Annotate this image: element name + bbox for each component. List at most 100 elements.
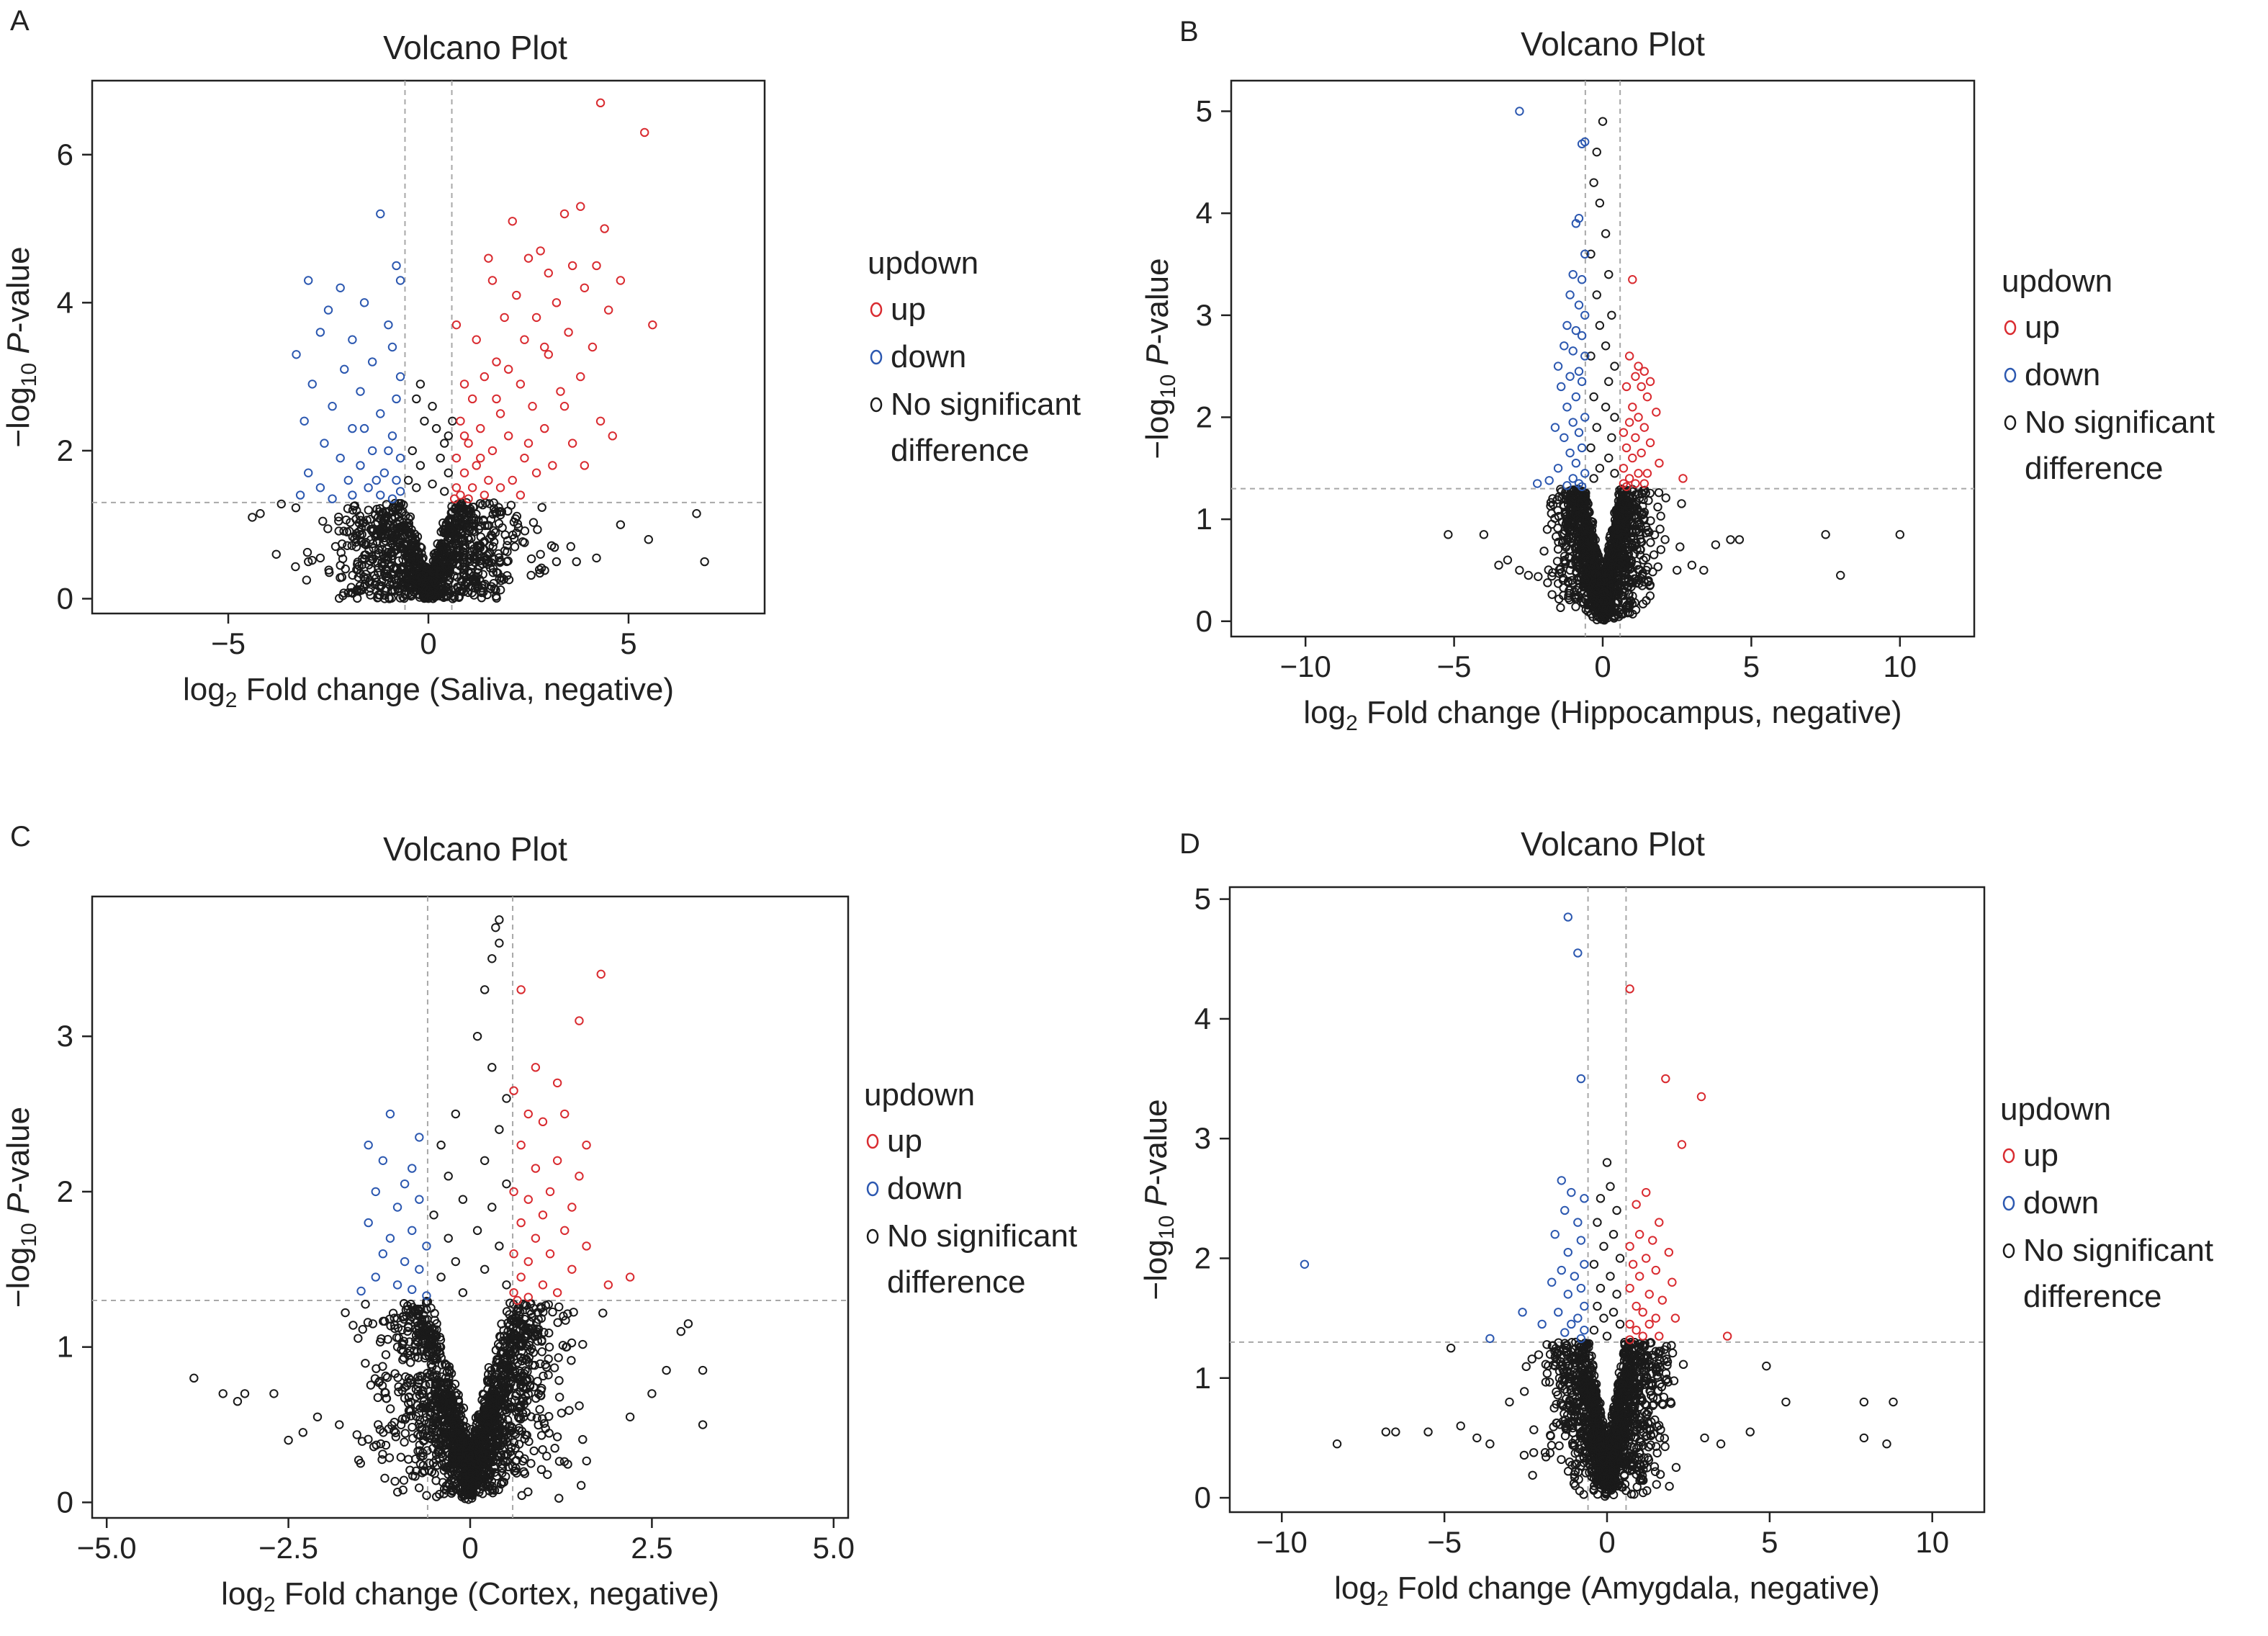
legend-label-up: up xyxy=(891,292,926,327)
ns-point xyxy=(1837,572,1844,579)
y-tick-label: 2 xyxy=(1194,1241,1211,1275)
up-point xyxy=(626,1273,634,1280)
up-point xyxy=(564,328,572,336)
up-point xyxy=(561,1227,568,1234)
up-point xyxy=(554,1157,561,1164)
ns-point xyxy=(474,1227,481,1234)
x-axis-label: log2 Fold change (Amygdala, negative) xyxy=(1334,1570,1880,1611)
ns-point xyxy=(678,1328,685,1335)
up-point xyxy=(517,1273,524,1280)
up-point xyxy=(492,395,500,403)
ns-point xyxy=(554,1433,561,1440)
up-point xyxy=(505,432,512,439)
up-point xyxy=(477,454,484,462)
y-tick-label: 0 xyxy=(1196,604,1212,638)
ns-point xyxy=(1736,536,1743,543)
ns-point xyxy=(617,521,624,528)
panel-label: B xyxy=(1179,16,1199,48)
points-layer xyxy=(190,916,706,1503)
down-point xyxy=(309,380,316,387)
ns-point xyxy=(1661,536,1668,543)
up-point xyxy=(641,129,648,136)
ns-point xyxy=(567,543,575,550)
ns-point xyxy=(428,403,436,410)
y-axis-label: −log10 P-value xyxy=(1138,1099,1179,1300)
up-point xyxy=(553,299,560,306)
ns-point xyxy=(555,1495,562,1502)
legend-key-down xyxy=(871,351,881,364)
ns-point xyxy=(1688,562,1696,569)
ns-point xyxy=(367,1381,374,1388)
up-point xyxy=(1620,428,1627,436)
ns-point xyxy=(495,916,503,923)
down-point xyxy=(392,262,400,269)
up-point xyxy=(509,217,516,225)
ns-point xyxy=(354,1334,361,1341)
ns-point xyxy=(699,1421,706,1428)
up-point xyxy=(477,425,484,432)
ns-point xyxy=(452,1110,459,1118)
ns-point xyxy=(1602,342,1609,349)
up-point xyxy=(461,469,468,477)
ns-point xyxy=(565,1407,572,1414)
ns-point xyxy=(488,1203,495,1210)
up-point xyxy=(517,1141,524,1149)
ns-point xyxy=(1654,503,1661,511)
ns-point xyxy=(1544,526,1551,533)
ns-point xyxy=(437,1141,444,1149)
ns-point xyxy=(377,1440,384,1447)
up-point xyxy=(1637,449,1644,457)
up-point xyxy=(554,1289,561,1296)
ns-point xyxy=(503,1180,510,1187)
legend-key-up xyxy=(868,1135,878,1148)
up-point xyxy=(605,306,612,313)
up-point xyxy=(510,1188,517,1195)
down-point xyxy=(292,351,300,358)
ns-point xyxy=(382,1442,390,1449)
down-point xyxy=(348,491,356,498)
ns-point xyxy=(428,480,436,487)
up-point xyxy=(528,403,536,410)
chart-title: Volcano Plot xyxy=(1521,825,1705,863)
ns-point xyxy=(1655,489,1662,496)
down-point xyxy=(1578,444,1585,451)
legend-key-ns xyxy=(871,398,881,411)
legend-key-down xyxy=(2005,369,2015,382)
down-point xyxy=(415,1133,423,1141)
up-point xyxy=(1626,352,1633,359)
up-point xyxy=(589,343,596,351)
ns-point xyxy=(420,418,428,425)
chart-title: Volcano Plot xyxy=(383,29,567,66)
down-point xyxy=(1578,276,1585,283)
x-tick-label: 0 xyxy=(1598,1525,1615,1559)
ns-point xyxy=(381,1475,388,1482)
ns-point xyxy=(1548,590,1555,598)
down-point xyxy=(317,328,324,336)
ns-point xyxy=(511,543,518,550)
up-point xyxy=(1629,454,1636,462)
ns-point xyxy=(400,1439,408,1446)
up-point xyxy=(497,410,504,417)
ns-point xyxy=(387,1405,394,1412)
ns-point xyxy=(1712,541,1719,548)
down-point xyxy=(364,484,372,491)
up-point xyxy=(582,1141,590,1149)
down-point xyxy=(1563,403,1570,410)
up-point xyxy=(1647,439,1654,446)
down-point xyxy=(401,1258,408,1265)
ns-point xyxy=(1525,572,1532,579)
up-point xyxy=(517,491,524,498)
up-point xyxy=(561,1110,568,1118)
ns-point xyxy=(583,1457,590,1465)
legend-label-ns: difference xyxy=(891,433,1029,468)
legend-key-ns xyxy=(2005,416,2015,429)
ns-point xyxy=(527,572,534,579)
ns-point xyxy=(1608,312,1615,319)
ns-point xyxy=(551,1444,558,1452)
down-point xyxy=(377,410,384,417)
ns-point xyxy=(536,1406,543,1413)
ns-point xyxy=(1611,469,1618,477)
ns-point xyxy=(481,1157,488,1164)
down-point xyxy=(381,469,388,477)
ns-point xyxy=(528,555,535,562)
